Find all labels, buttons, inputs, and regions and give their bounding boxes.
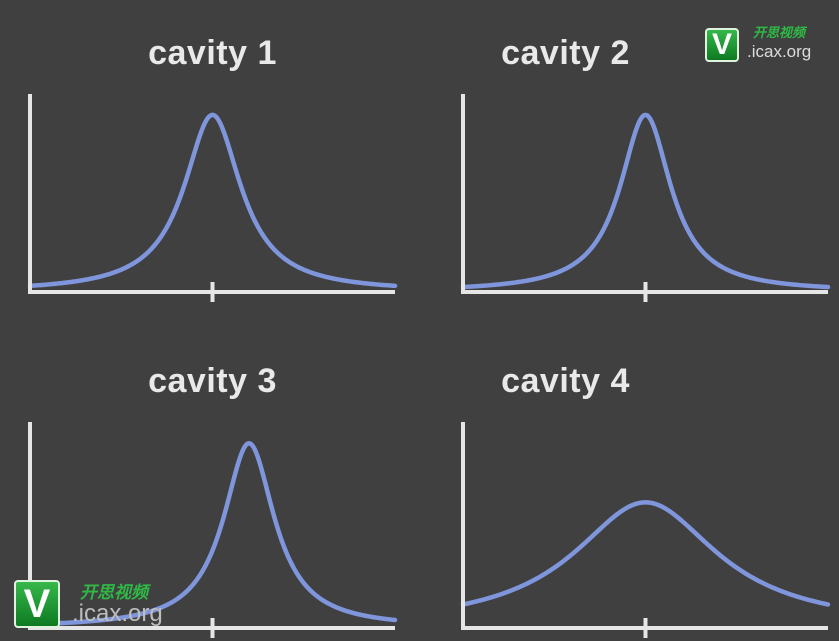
chart-title: cavity 2 <box>501 34 630 72</box>
chart-title: cavity 1 <box>148 34 277 72</box>
v-logo-icon: V <box>705 28 739 62</box>
watermark-logo: V 开思视频 .icax.org <box>14 578 194 634</box>
watermark-cn-text: 开思视频 <box>80 583 148 602</box>
resonance-curve <box>27 112 398 289</box>
chart-plot <box>27 94 398 302</box>
chart-panel-cavity-1: cavity 1 <box>25 30 400 302</box>
watermark-cn-text: 开思视频 <box>753 25 806 40</box>
resonance-curve <box>27 440 398 627</box>
chart-panel-cavity-3: cavity 3 <box>25 358 400 638</box>
chart-title: cavity 4 <box>501 362 630 400</box>
resonance-curve <box>460 112 831 290</box>
v-logo-icon: V <box>14 580 60 628</box>
chart-title: cavity 3 <box>148 362 277 400</box>
chart-panel-cavity-4: cavity 4 <box>458 358 833 638</box>
watermark-logo: V 开思视频 .icax.org <box>705 24 830 66</box>
resonance-curve <box>460 500 831 607</box>
watermark-url: .icax.org <box>72 600 163 627</box>
chart-panel-cavity-2: cavity 2 <box>458 30 833 302</box>
chart-plot <box>460 422 831 638</box>
watermark-url: .icax.org <box>747 42 812 61</box>
chart-plot <box>460 94 831 302</box>
